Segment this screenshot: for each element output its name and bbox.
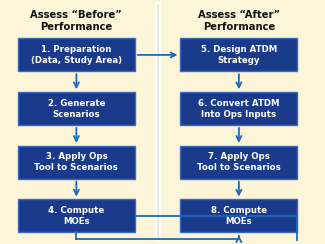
FancyBboxPatch shape bbox=[18, 146, 135, 179]
FancyBboxPatch shape bbox=[180, 146, 297, 179]
Text: 5. Design ATDM
Strategy: 5. Design ATDM Strategy bbox=[201, 45, 277, 65]
Text: Assess “Before”
Performance: Assess “Before” Performance bbox=[31, 10, 122, 32]
Text: 8. Compute
MOEs: 8. Compute MOEs bbox=[211, 206, 267, 226]
FancyBboxPatch shape bbox=[18, 38, 135, 71]
FancyBboxPatch shape bbox=[180, 200, 297, 232]
Text: Assess “After”
Performance: Assess “After” Performance bbox=[198, 10, 280, 32]
FancyBboxPatch shape bbox=[18, 92, 135, 125]
Text: 7. Apply Ops
Tool to Scenarios: 7. Apply Ops Tool to Scenarios bbox=[197, 152, 281, 172]
Text: 6. Convert ATDM
Into Ops Inputs: 6. Convert ATDM Into Ops Inputs bbox=[198, 99, 280, 119]
FancyBboxPatch shape bbox=[18, 200, 135, 232]
Text: 3. Apply Ops
Tool to Scenarios: 3. Apply Ops Tool to Scenarios bbox=[34, 152, 118, 172]
Text: 4. Compute
MOEs: 4. Compute MOEs bbox=[48, 206, 105, 226]
Text: 2. Generate
Scenarios: 2. Generate Scenarios bbox=[48, 99, 105, 119]
FancyBboxPatch shape bbox=[180, 38, 297, 71]
Text: 1. Preparation
(Data, Study Area): 1. Preparation (Data, Study Area) bbox=[31, 45, 122, 65]
FancyBboxPatch shape bbox=[180, 92, 297, 125]
